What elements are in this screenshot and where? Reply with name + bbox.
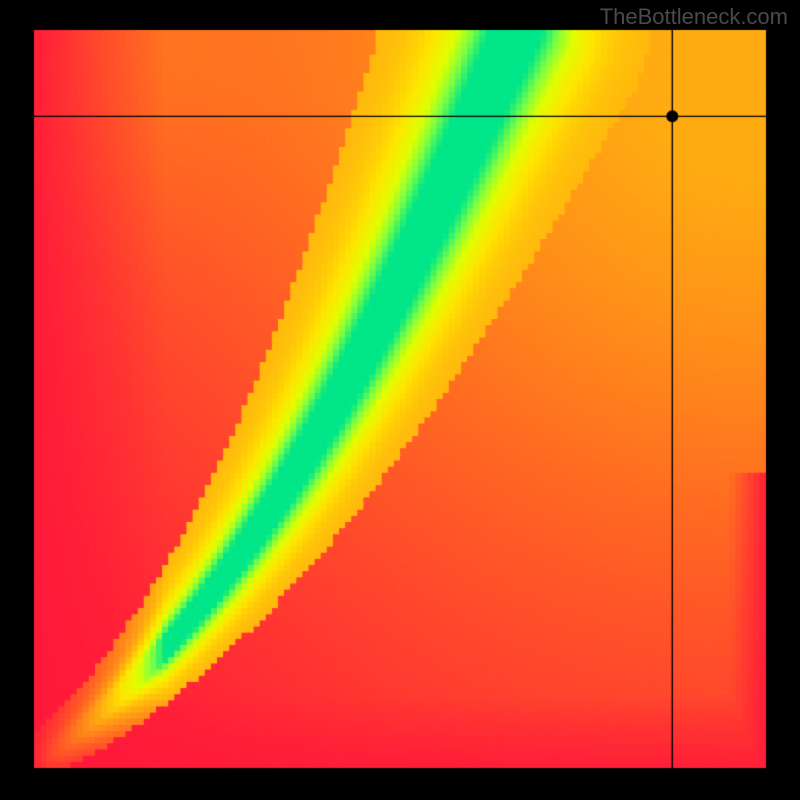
chart-container: TheBottleneck.com <box>0 0 800 800</box>
bottleneck-heatmap <box>0 0 800 800</box>
watermark-text: TheBottleneck.com <box>600 4 788 30</box>
